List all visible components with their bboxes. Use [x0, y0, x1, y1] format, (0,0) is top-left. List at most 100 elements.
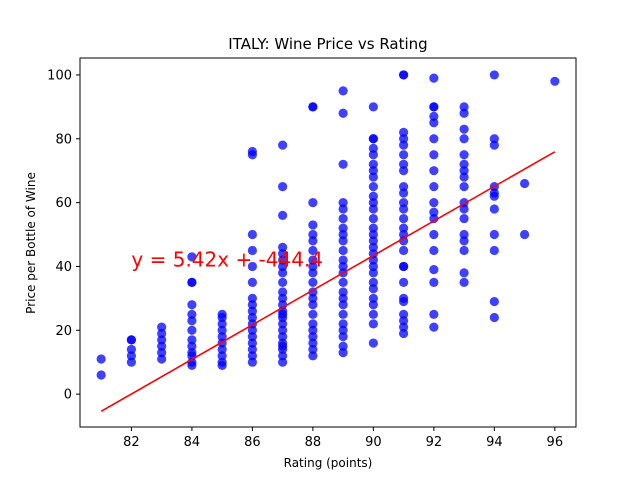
data-point [368, 236, 378, 246]
data-point [338, 287, 348, 297]
data-point [217, 344, 227, 355]
data-point [96, 370, 106, 380]
data-point [368, 143, 378, 153]
data-point [429, 150, 439, 160]
data-point [429, 213, 439, 224]
data-point [429, 229, 439, 240]
data-point [399, 223, 409, 233]
data-point [338, 255, 348, 265]
data-point [338, 204, 348, 214]
data-point [278, 182, 288, 192]
data-point [308, 300, 318, 310]
data-point [308, 319, 318, 329]
axes-layer: 82 84 86 88 90 92 94 96 0 20 40 60 80 100 [47, 57, 577, 450]
data-point [368, 268, 378, 278]
data-point [399, 236, 409, 246]
data-point [217, 351, 227, 361]
data-point [308, 261, 318, 272]
data-point [308, 236, 318, 246]
data-point [429, 134, 439, 144]
data-point [187, 335, 197, 345]
data-point [429, 198, 439, 208]
data-point [459, 213, 469, 224]
data-point [247, 344, 257, 355]
data-point [459, 182, 469, 192]
data-point [399, 261, 409, 272]
data-point [157, 328, 167, 339]
data-point [368, 277, 378, 287]
data-point [187, 252, 197, 262]
data-point [126, 335, 137, 345]
data-point [308, 229, 318, 240]
data-point [459, 108, 469, 118]
data-point [429, 245, 439, 256]
data-point [247, 332, 257, 342]
x-tick-label: 82 [123, 435, 140, 450]
data-point [399, 150, 409, 160]
data-point [399, 328, 409, 339]
data-point [399, 188, 409, 198]
data-point [278, 357, 288, 367]
data-point [278, 338, 288, 348]
data-point [368, 159, 378, 169]
data-point [489, 204, 499, 214]
data-point [308, 220, 318, 230]
data-point [459, 134, 469, 144]
data-point [489, 134, 499, 144]
data-point [459, 277, 469, 287]
x-tick-label: 84 [184, 435, 201, 450]
data-point [399, 316, 409, 326]
data-point [459, 245, 469, 256]
data-point [338, 319, 348, 329]
data-point [429, 309, 439, 319]
data-point [278, 140, 288, 150]
data-point [247, 300, 257, 310]
y-tick-label: 40 [55, 260, 72, 275]
data-point [399, 293, 409, 303]
data-point [338, 309, 348, 319]
data-point [308, 344, 318, 355]
data-point [399, 166, 409, 176]
data-point [429, 207, 439, 217]
data-point [278, 293, 288, 303]
data-point [157, 335, 167, 345]
data-point [96, 354, 106, 364]
data-point [247, 338, 257, 348]
data-point [338, 245, 348, 256]
data-point [157, 354, 167, 364]
data-point [157, 341, 167, 351]
data-point [368, 172, 378, 182]
data-point [338, 325, 348, 335]
data-point [399, 70, 409, 80]
data-point [429, 118, 439, 128]
x-tick-label: 96 [547, 435, 564, 450]
data-point [368, 204, 378, 214]
data-point [217, 325, 227, 335]
x-axis-label: Rating (points) [284, 456, 373, 470]
data-point [338, 159, 348, 169]
data-point [278, 287, 288, 297]
data-point [278, 268, 288, 278]
data-point [247, 229, 257, 240]
data-point [278, 255, 288, 265]
data-point [308, 268, 318, 278]
data-point [247, 245, 257, 256]
data-point [489, 245, 499, 256]
fit-layer [100, 151, 556, 412]
data-point [429, 73, 439, 83]
data-point [368, 198, 378, 208]
data-point [368, 249, 378, 259]
data-point [338, 341, 348, 351]
data-point [187, 348, 197, 358]
y-tick-label: 0 [64, 388, 72, 403]
data-point [308, 309, 318, 319]
data-point [459, 204, 469, 214]
y-tick-label: 80 [55, 132, 72, 147]
data-point [489, 70, 499, 80]
data-point [368, 150, 378, 160]
data-point [429, 166, 439, 176]
data-point [308, 277, 318, 287]
x-tick-label: 92 [426, 435, 443, 450]
data-point [247, 146, 257, 157]
